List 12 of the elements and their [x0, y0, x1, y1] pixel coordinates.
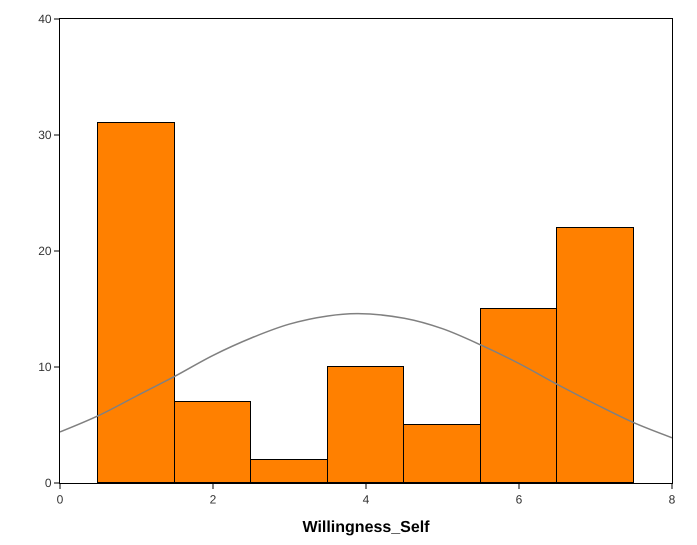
y-tick-label: 30	[38, 128, 52, 142]
y-tick-label: 0	[44, 476, 52, 490]
line-series	[60, 312, 672, 439]
y-tick-label: 40	[38, 12, 52, 26]
x-tick-label: 8	[668, 492, 676, 506]
x-tick-label: 6	[516, 492, 523, 506]
y-tick-label: 10	[38, 360, 52, 374]
x-tick-label: 4	[362, 492, 370, 506]
y-tick-label: 20	[38, 244, 52, 258]
x-tick-label: 2	[210, 492, 217, 506]
x-tick-label: 0	[56, 492, 64, 506]
x-axis-title: Willingness_Self	[302, 519, 430, 536]
